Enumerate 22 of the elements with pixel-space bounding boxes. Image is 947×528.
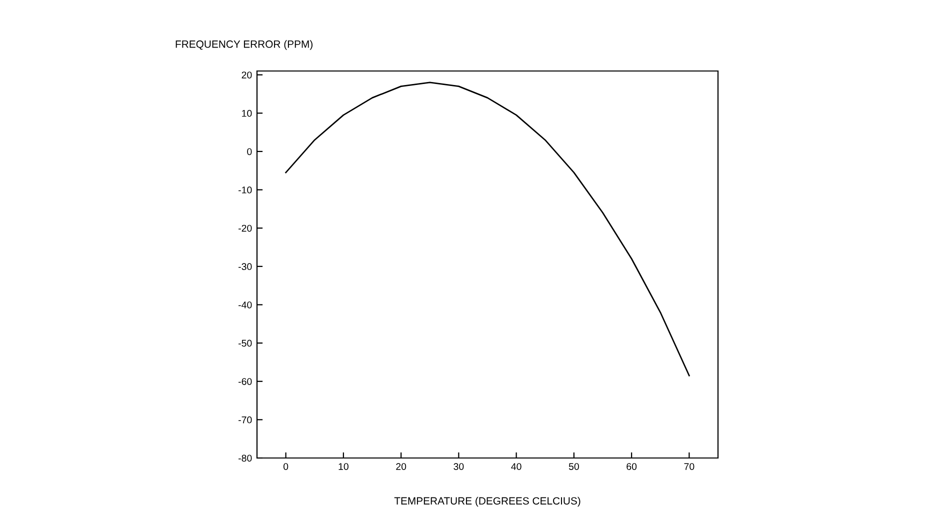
y-tick-label: 0 (247, 148, 252, 156)
x-tick-label: 30 (454, 463, 464, 470)
x-tick-label: 0 (283, 463, 288, 470)
x-tick-label: 50 (568, 463, 579, 470)
y-tick-label: -40 (238, 301, 252, 308)
y-axis-title: FREQUENCY ERROR (PPM) (176, 40, 312, 50)
y-tick-label: -50 (238, 340, 252, 347)
x-axis-title: TEMPERATURE (DEGREES CELCIUS) (394, 496, 580, 507)
x-tick-label: 70 (684, 463, 694, 470)
y-tick-label: -20 (238, 224, 252, 232)
x-tick-label: 20 (396, 463, 406, 470)
y-tick-label: -70 (238, 416, 252, 424)
x-tick-label: 10 (338, 463, 348, 470)
y-tick-label: -10 (238, 186, 252, 194)
y-tick-label: 20 (242, 72, 252, 78)
x-tick-label: 40 (511, 463, 522, 470)
line-series (285, 82, 690, 376)
y-tick-label: -60 (238, 378, 252, 385)
y-tick-label: 10 (242, 110, 252, 117)
y-tick-label: -30 (238, 263, 252, 270)
x-tick-label: 60 (626, 463, 637, 470)
y-tick-label: -80 (238, 454, 252, 462)
